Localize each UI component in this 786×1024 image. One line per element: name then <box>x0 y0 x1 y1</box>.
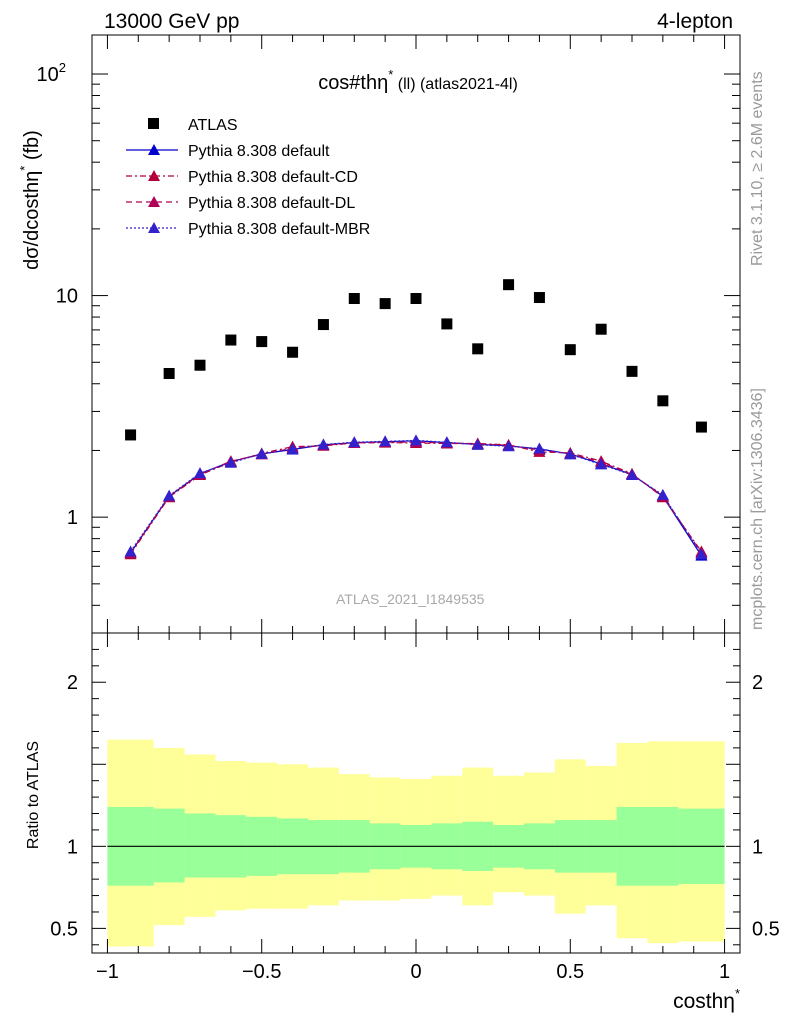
legend-marker <box>148 118 159 129</box>
triangle-point <box>317 438 330 450</box>
triangle-point <box>348 436 361 448</box>
triangle-point <box>533 442 546 454</box>
triangle-point <box>224 456 237 468</box>
series-4 <box>124 434 708 560</box>
legend-item: Pythia 8.308 default-MBR <box>126 221 370 238</box>
legend-label: Pythia 8.308 default-MBR <box>188 221 370 238</box>
triangle-point <box>595 458 608 470</box>
legend-item: ATLAS <box>148 117 238 134</box>
triangle-point <box>379 435 392 447</box>
series-1 <box>124 434 708 561</box>
atlas-point <box>441 318 453 330</box>
atlas-point <box>194 359 206 371</box>
legend-label: ATLAS <box>188 117 238 134</box>
y-tick-label-right: 2 <box>752 672 763 694</box>
x-tick-label: 1 <box>719 961 730 983</box>
main-y-axis-label: dσ/dcosthη* (fb) <box>17 130 43 270</box>
legend-label: Pythia 8.308 default <box>188 143 330 160</box>
channel-label: 4-lepton <box>657 10 733 33</box>
y-tick-label: 2 <box>67 672 78 694</box>
atlas-point <box>125 429 137 441</box>
y-tick-label-right: 0.5 <box>752 918 780 940</box>
triangle-point <box>440 436 453 448</box>
x-tick-label: −0.5 <box>242 961 281 983</box>
band-segment <box>308 820 339 875</box>
atlas-point <box>533 292 545 304</box>
legend-label: Pythia 8.308 default-CD <box>188 169 358 186</box>
x-tick-label: 0 <box>410 961 421 983</box>
series-line <box>130 441 702 555</box>
legend-label: Pythia 8.308 default-DL <box>188 195 355 212</box>
series-2 <box>124 436 708 560</box>
ratio-plot: −1 −0.5 0 0.5 1 0.5 0.5 1 1 2 2 Ratio to ATLAS cos… <box>25 632 780 1013</box>
series-line <box>130 439 702 555</box>
legend-marker <box>148 196 160 207</box>
atlas-point <box>503 279 515 291</box>
atlas-point <box>163 367 175 379</box>
series-line <box>130 441 702 554</box>
y-tick-label: 102 <box>37 60 66 86</box>
energy-label: 13000 GeV pp <box>104 10 239 33</box>
triangle-point <box>163 489 176 501</box>
main-title: cos#thη* (ll) (atlas2021-4l) <box>318 67 518 94</box>
atlas-point <box>256 336 268 348</box>
atlas-point <box>695 421 707 433</box>
legend: ATLAS Pythia 8.308 default Pythia 8.308 de… <box>126 117 370 238</box>
triangle-point <box>410 434 422 446</box>
ratio-frame <box>91 632 741 954</box>
triangle-point <box>626 468 638 480</box>
y-tick-label-right: 1 <box>752 836 763 858</box>
triangle-point <box>124 545 137 557</box>
y-tick-label: 1 <box>67 507 78 529</box>
legend-item: Pythia 8.308 default <box>126 143 330 160</box>
legend-item: Pythia 8.308 default-CD <box>126 169 358 186</box>
watermark: ATLAS_2021_I1849535 <box>336 591 485 607</box>
triangle-point <box>471 438 484 450</box>
legend-marker <box>148 170 160 181</box>
triangle-point <box>564 448 577 460</box>
band-segment <box>184 813 216 878</box>
y-tick-label: 1 <box>67 836 78 858</box>
rivet-label: Rivet 3.1.10, ≥ 2.6M events <box>749 71 766 266</box>
atlas-point <box>379 298 391 310</box>
series-line <box>130 440 702 557</box>
triangle-point <box>656 488 669 500</box>
band-segment <box>153 808 185 883</box>
atlas-point <box>626 365 638 377</box>
legend-marker <box>148 144 160 155</box>
mcplots-label: mcplots.cern.ch [arXiv:1306.3436] <box>749 388 766 630</box>
triangle-point <box>286 443 299 455</box>
atlas-point <box>657 395 669 407</box>
triangle-point <box>255 447 268 459</box>
y-tick-label: 0.5 <box>50 918 78 940</box>
atlas-point <box>287 346 299 358</box>
atlas-point <box>410 293 422 305</box>
ratio-y-axis-label: Ratio to ATLAS <box>25 741 42 849</box>
x-tick-label: 0.5 <box>556 961 584 983</box>
triangle-point <box>502 440 515 452</box>
atlas-point <box>225 334 237 346</box>
atlas-point <box>472 343 484 355</box>
legend-marker <box>148 222 160 233</box>
atlas-point <box>595 323 607 335</box>
atlas-point <box>564 344 576 356</box>
series-3 <box>124 436 708 558</box>
legend-item: Pythia 8.308 default-DL <box>126 195 355 212</box>
series-atlas <box>125 279 707 441</box>
y-tick-label: 10 <box>56 286 78 308</box>
triangle-point <box>695 548 708 560</box>
atlas-point <box>317 319 329 331</box>
x-tick-label: −1 <box>96 961 119 983</box>
x-axis-label: costhη* <box>673 986 740 1013</box>
triangle-point <box>194 467 206 479</box>
atlas-point <box>348 293 360 305</box>
main-plot: 1 10 102 cos#thη* (ll) (atlas2021-4l) ATLA… <box>17 34 741 634</box>
